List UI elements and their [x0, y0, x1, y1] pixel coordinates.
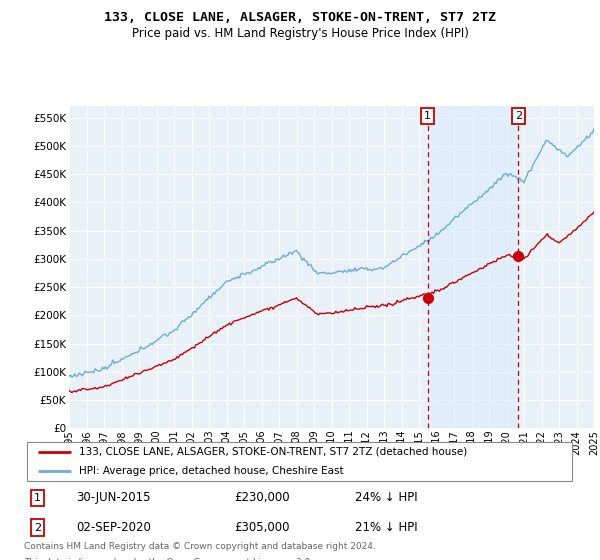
- Text: 24% ↓ HPI: 24% ↓ HPI: [355, 491, 418, 505]
- Text: Contains HM Land Registry data © Crown copyright and database right 2024.: Contains HM Land Registry data © Crown c…: [24, 542, 376, 551]
- Text: 133, CLOSE LANE, ALSAGER, STOKE-ON-TRENT, ST7 2TZ: 133, CLOSE LANE, ALSAGER, STOKE-ON-TRENT…: [104, 11, 496, 24]
- Text: Price paid vs. HM Land Registry's House Price Index (HPI): Price paid vs. HM Land Registry's House …: [131, 27, 469, 40]
- Text: 1: 1: [424, 111, 431, 121]
- Text: 2: 2: [34, 522, 41, 533]
- Text: 21% ↓ HPI: 21% ↓ HPI: [355, 521, 418, 534]
- Text: HPI: Average price, detached house, Cheshire East: HPI: Average price, detached house, Ches…: [79, 466, 344, 476]
- FancyBboxPatch shape: [27, 442, 572, 481]
- Text: 02-SEP-2020: 02-SEP-2020: [76, 521, 151, 534]
- Text: £305,000: £305,000: [234, 521, 289, 534]
- Text: £230,000: £230,000: [234, 491, 289, 505]
- Text: This data is licensed under the Open Government Licence v3.0.: This data is licensed under the Open Gov…: [24, 558, 313, 560]
- Text: 2: 2: [515, 111, 522, 121]
- Bar: [428, 106, 518, 428]
- Text: 30-JUN-2015: 30-JUN-2015: [76, 491, 151, 505]
- Text: 1: 1: [34, 493, 41, 503]
- Text: 133, CLOSE LANE, ALSAGER, STOKE-ON-TRENT, ST7 2TZ (detached house): 133, CLOSE LANE, ALSAGER, STOKE-ON-TRENT…: [79, 447, 467, 457]
